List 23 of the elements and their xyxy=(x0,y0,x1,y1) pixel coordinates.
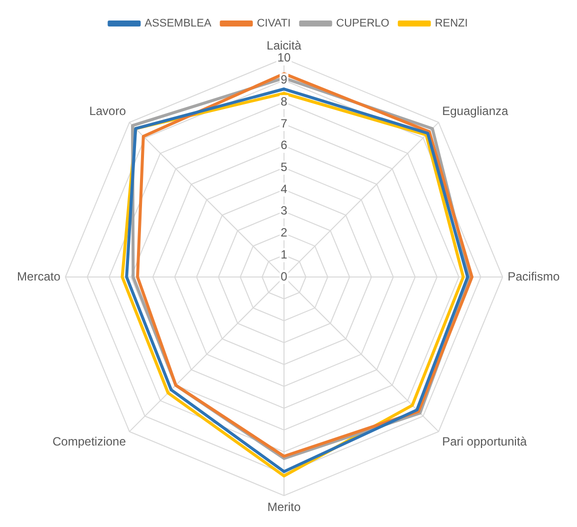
legend-label: RENZI xyxy=(434,18,468,30)
spoke-label: Competizione xyxy=(52,434,126,449)
spoke-label: Lavoro xyxy=(89,104,126,118)
spoke-label: Eguaglianza xyxy=(442,104,508,118)
y-tick-label: 10 xyxy=(277,50,291,65)
spoke-label: Merito xyxy=(267,500,301,514)
legend-label: CUPERLO xyxy=(336,18,390,30)
y-tick-label: 7 xyxy=(280,116,288,130)
spoke-label: Laicità xyxy=(266,38,302,53)
y-tick-label: 5 xyxy=(280,160,288,174)
spoke-label: Pacifismo xyxy=(508,269,560,284)
y-tick-label: 3 xyxy=(280,204,288,218)
y-tick-label: 9 xyxy=(280,72,288,87)
legend-label: ASSEMBLEA xyxy=(144,18,212,30)
y-tick-label: 8 xyxy=(280,94,288,108)
y-tick-label: 2 xyxy=(280,226,288,240)
legend-label: CIVATI xyxy=(256,18,291,30)
y-tick-label: 1 xyxy=(280,247,288,262)
y-tick-label: 0 xyxy=(280,269,288,284)
y-tick-label: 4 xyxy=(280,182,288,196)
spoke-label: Pari opportunità xyxy=(442,434,528,449)
y-tick-label: 6 xyxy=(280,138,288,152)
spoke-label: Mercato xyxy=(17,269,61,284)
